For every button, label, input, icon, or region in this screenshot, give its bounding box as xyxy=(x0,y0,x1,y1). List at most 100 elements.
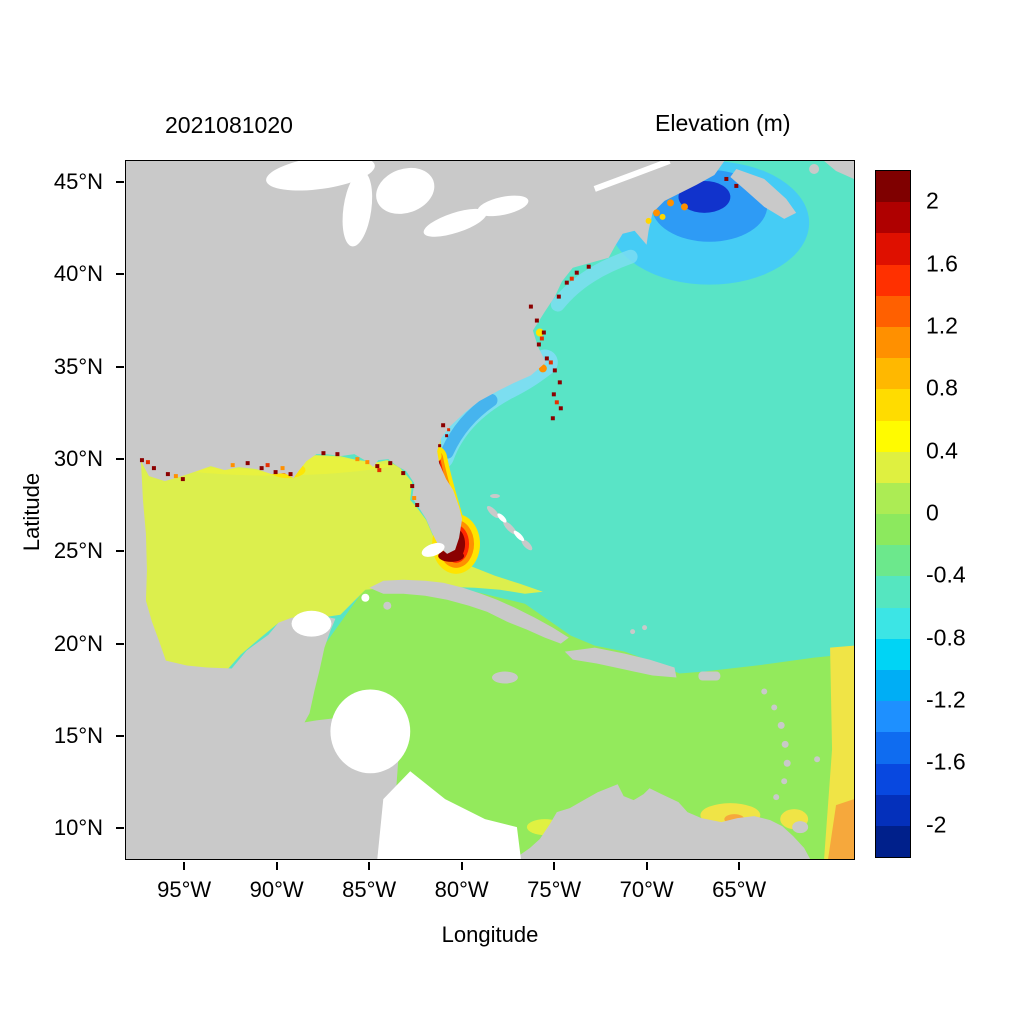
x-tick-mark xyxy=(183,862,186,870)
colorbar-segment xyxy=(876,202,910,234)
y-tick-mark xyxy=(116,273,124,276)
island-cuba xyxy=(369,579,569,644)
colorbar-tick-label: -0.8 xyxy=(926,624,966,651)
bahamas-island xyxy=(521,539,533,551)
colorbar-segment xyxy=(876,326,910,359)
colorbar-tick-label: -0.4 xyxy=(926,561,966,588)
turks-island xyxy=(642,625,648,631)
colorbar-segment xyxy=(876,514,910,546)
land-top-right-corner xyxy=(824,161,854,179)
bahamas-island xyxy=(490,494,500,499)
colorbar-segment xyxy=(876,576,910,608)
y-tick-mark xyxy=(116,734,124,737)
colorbar-segment xyxy=(876,607,910,639)
lesser-antilles-island xyxy=(771,704,778,711)
colorbar-segment xyxy=(876,670,910,702)
no-data-central-america xyxy=(330,689,411,774)
colorbar-segment xyxy=(876,420,910,452)
x-tick-mark xyxy=(275,862,278,870)
y-tick-label: 20°N xyxy=(53,630,103,656)
colorbar-segment xyxy=(876,763,910,795)
bay-of-fundy-dark-blue xyxy=(678,180,731,213)
y-tick-label: 25°N xyxy=(53,538,103,564)
x-tick-mark xyxy=(460,862,463,870)
land-cape-breton xyxy=(809,163,820,174)
x-tick-mark xyxy=(368,862,371,870)
no-data-dot xyxy=(361,593,370,602)
colorbar-segment xyxy=(876,264,910,296)
east-edge-orange-corner xyxy=(828,799,854,859)
x-tick-label: 85°W xyxy=(342,877,397,902)
no-data-florida-bay xyxy=(421,542,445,557)
x-tick-label: 80°W xyxy=(434,877,489,902)
lake-michigan xyxy=(342,171,373,247)
land-nova-scotia xyxy=(730,168,797,219)
colorbar-segment xyxy=(876,732,910,764)
colorbar-tick-label: 0 xyxy=(926,499,939,526)
lesser-antilles-island xyxy=(777,721,785,729)
colorbar-tick-label: -1.2 xyxy=(926,686,966,713)
colorbar xyxy=(875,170,911,858)
colorbar-segment xyxy=(876,701,910,733)
lake-erie xyxy=(423,208,487,237)
colorbar-segment xyxy=(876,295,910,327)
x-tick-label: 65°W xyxy=(712,877,767,902)
colorbar-tick-label: 0.8 xyxy=(926,374,958,401)
x-tick-label: 90°W xyxy=(249,877,304,902)
no-data-pacific-strip xyxy=(377,771,521,859)
x-axis-label: Longitude xyxy=(441,922,539,947)
map-canvas xyxy=(126,161,854,859)
timestamp-title: 2021081020 xyxy=(165,112,293,138)
colorbar-segment xyxy=(876,794,910,826)
colorbar-segment xyxy=(876,482,910,515)
keys-dark-red xyxy=(438,549,465,562)
coastal-speckles-red xyxy=(145,276,574,473)
x-tick-mark xyxy=(738,862,741,870)
lesser-antilles-island xyxy=(761,688,768,695)
colorbar-segment xyxy=(876,825,910,858)
y-tick-mark xyxy=(116,458,124,461)
x-tick-label: 95°W xyxy=(157,877,212,902)
colorbar-tick-label: 1.2 xyxy=(926,312,958,339)
colorbar-segment xyxy=(876,358,910,390)
great-lakes xyxy=(266,161,671,247)
turks-island xyxy=(630,629,636,635)
islands xyxy=(369,494,821,834)
lake-superior xyxy=(266,161,375,191)
coastal-speckles-yellow xyxy=(645,213,666,224)
x-tick-mark xyxy=(645,862,648,870)
y-tick-mark xyxy=(116,550,124,553)
y-axis-label: Latitude xyxy=(19,472,44,552)
island-hispaniola xyxy=(564,647,677,678)
island-isle-of-youth xyxy=(383,601,392,610)
st-lawrence-river xyxy=(593,161,671,192)
x-tick-label: 75°W xyxy=(527,877,582,902)
colorbar-tick-label: 2 xyxy=(926,187,939,214)
lake-ontario xyxy=(477,195,529,217)
latitude-axis: 45°N 40°N 35°N 30°N 25°N 20°N 15°N 10°N xyxy=(0,160,125,860)
gulf-of-mexico-region xyxy=(135,455,543,672)
x-tick-mark xyxy=(553,862,556,870)
colorbar-title: Elevation (m) xyxy=(655,110,791,136)
bahamas-island xyxy=(486,505,500,519)
x-tick-label: 70°W xyxy=(619,877,674,902)
lesser-antilles-island xyxy=(773,794,780,801)
coastal-speckles-dark-red xyxy=(139,176,739,508)
colorbar-tick-label: -2 xyxy=(926,811,947,838)
no-data-bahama-bank xyxy=(497,513,507,523)
island-jamaica xyxy=(491,671,518,684)
lesser-antilles-island xyxy=(781,740,789,748)
colorbar-labels: 2 1.6 1.2 0.8 0.4 0 -0.4 -0.8 -1.2 -1.6 -2 xyxy=(926,170,1016,856)
coastal-speckles-orange xyxy=(173,199,688,501)
land-north-america xyxy=(126,161,811,859)
se-shelf-blue-band xyxy=(440,393,498,459)
y-tick-label: 30°N xyxy=(53,446,103,472)
colorbar-tick-label: -1.6 xyxy=(926,748,966,775)
y-tick-mark xyxy=(116,181,124,184)
bahamas-island xyxy=(503,521,517,535)
colorbar-segment xyxy=(876,171,910,203)
y-tick-mark xyxy=(116,365,124,368)
lake-huron xyxy=(376,167,435,214)
y-tick-label: 10°N xyxy=(53,815,103,841)
colorbar-segment xyxy=(876,638,910,670)
